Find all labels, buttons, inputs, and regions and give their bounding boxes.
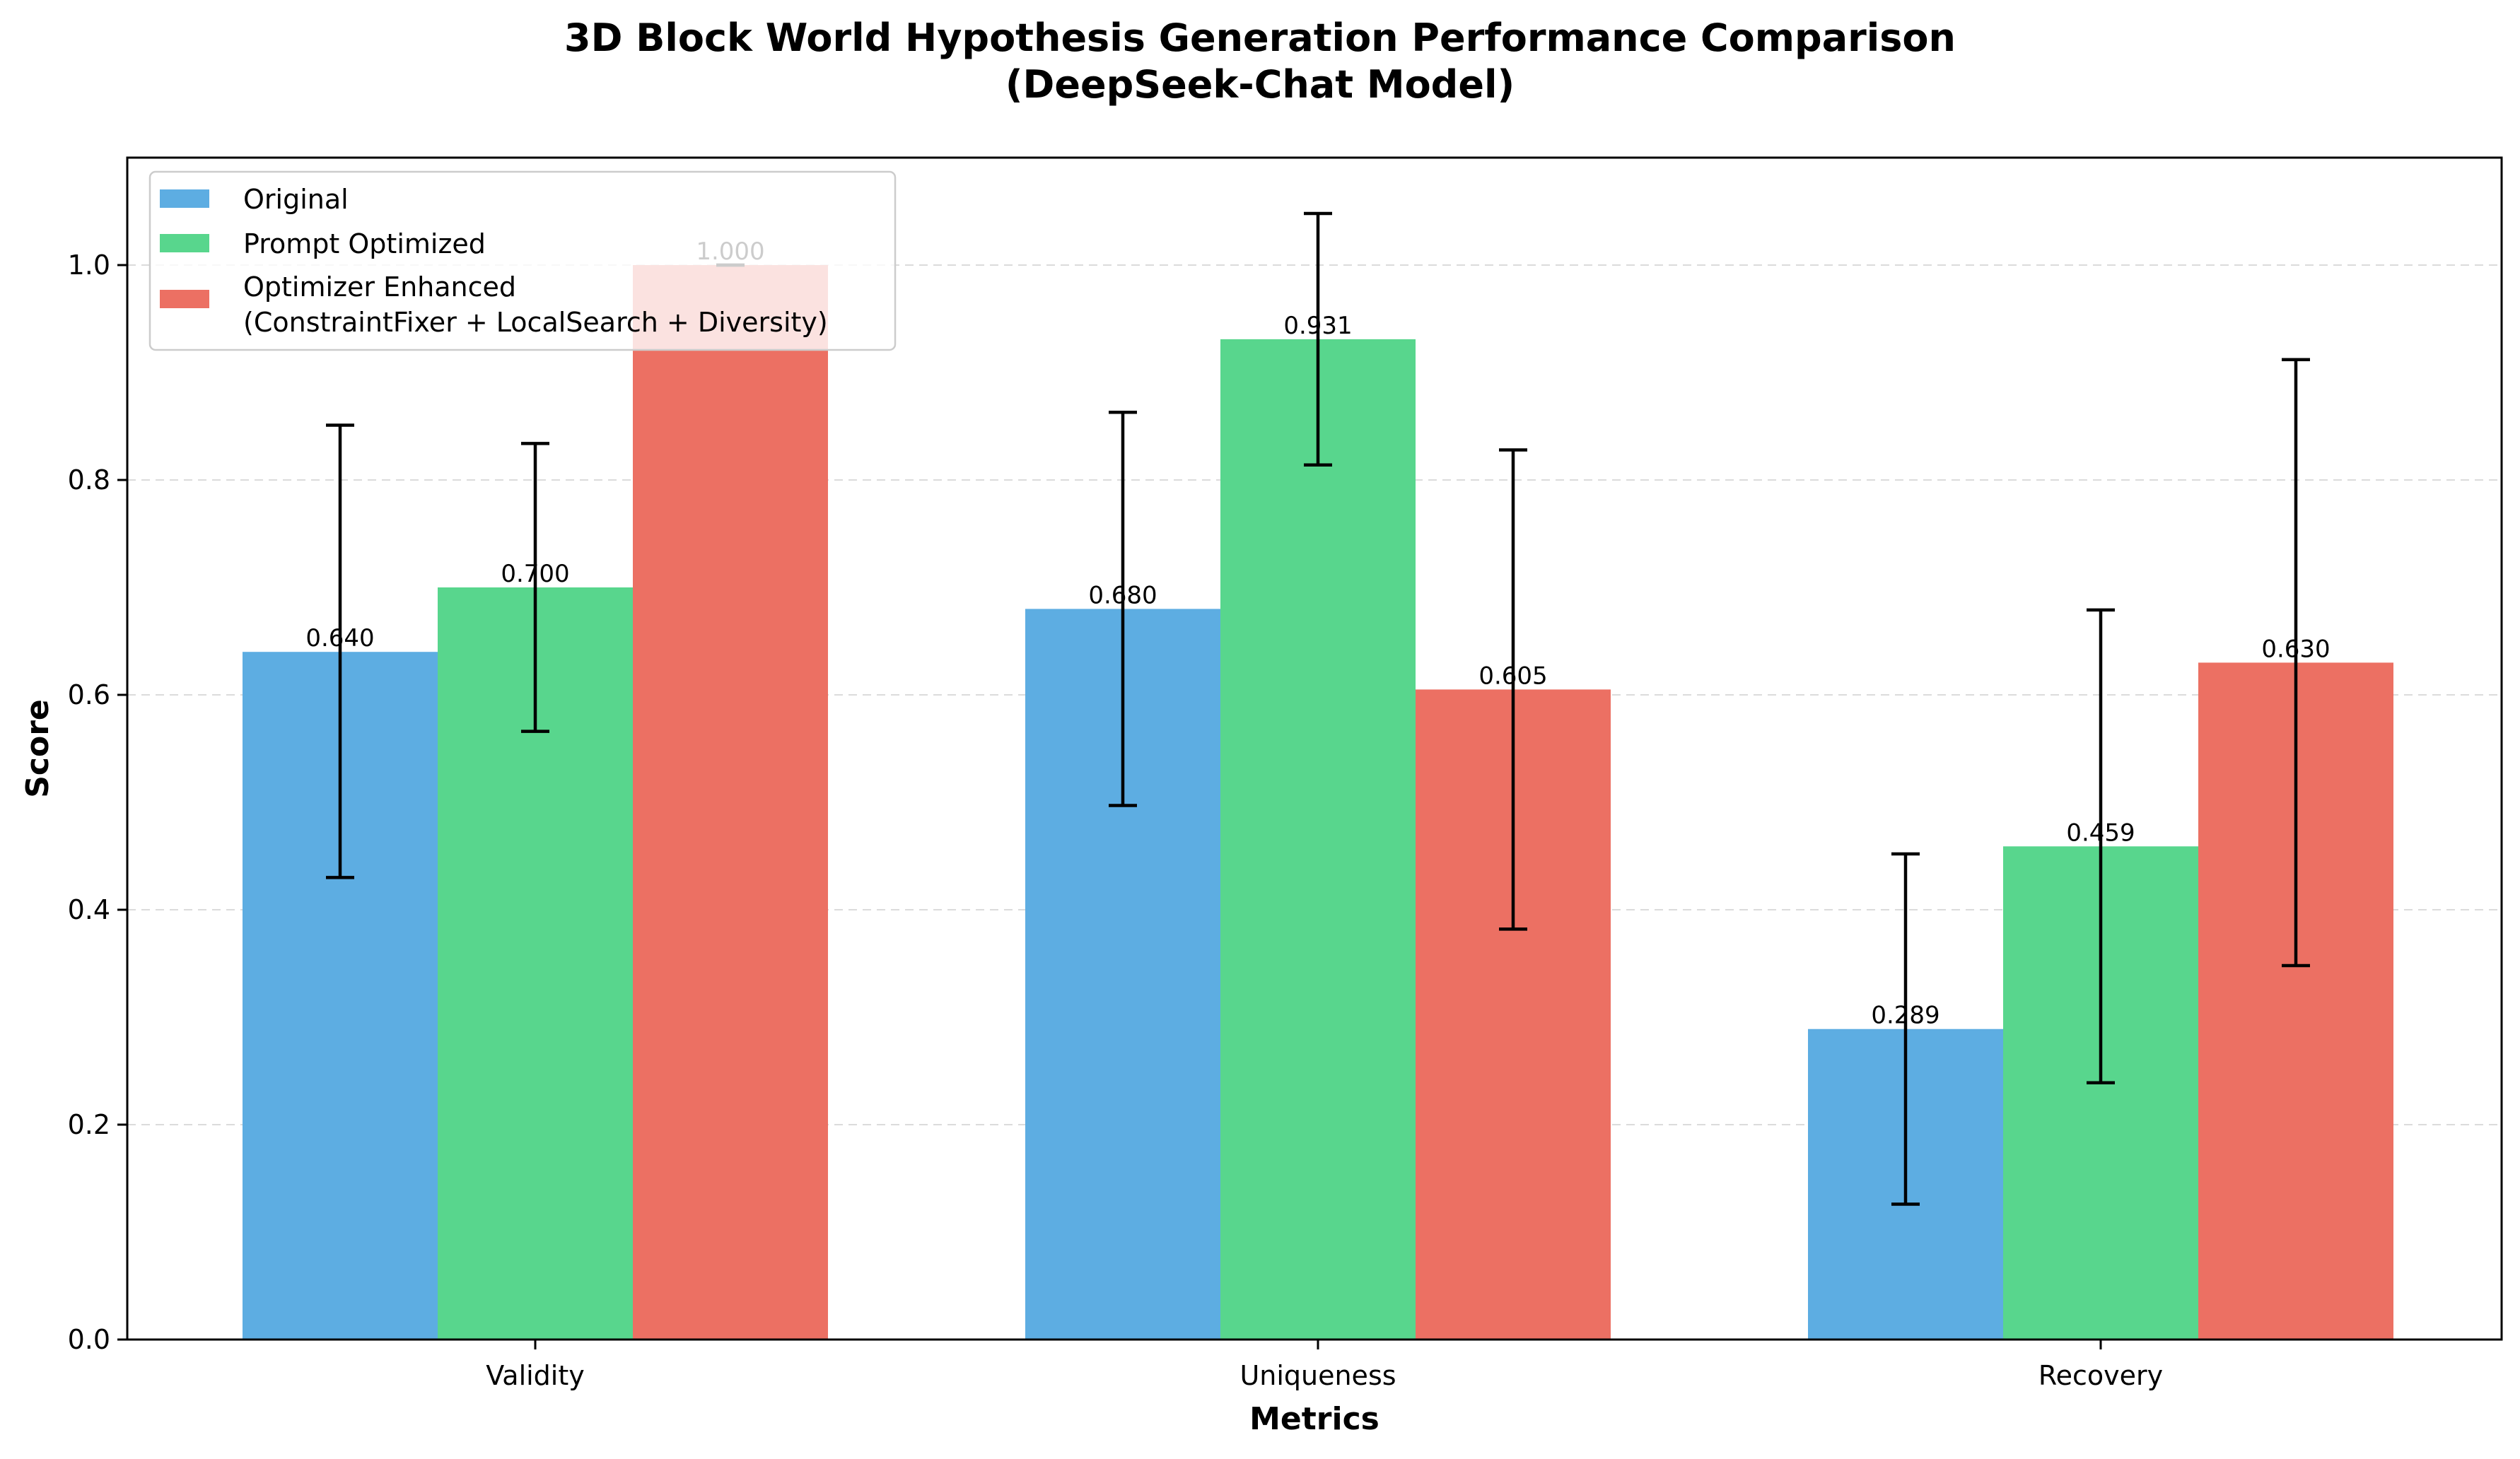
legend-frame	[148, 170, 897, 351]
data-label: 0.605	[1478, 662, 1547, 690]
plot-frame	[126, 156, 2503, 1341]
y-tick-label: 0.4	[68, 894, 110, 925]
legend-swatch-prompt-optimized	[160, 234, 209, 252]
y-tick-label: 1.0	[68, 250, 110, 281]
legend-label-original: Original	[243, 184, 349, 215]
y-tick-label: 0.6	[68, 679, 110, 710]
bar	[1220, 339, 1416, 1340]
legend-swatch-optimizer-enhanced	[160, 290, 209, 308]
y-axis-ticks: 0.0 0.2 0.4 0.6 0.8 1.0	[68, 250, 127, 1355]
y-tick-label: 0.0	[68, 1324, 110, 1355]
y-tick-label: 0.2	[68, 1109, 110, 1140]
data-label: 0.640	[305, 624, 374, 652]
legend: Original Prompt Optimized Optimizer Enha…	[148, 170, 897, 351]
data-label: 0.680	[1088, 581, 1157, 609]
legend-swatch-original	[160, 189, 209, 208]
chart-title: 3D Block World Hypothesis Generation Per…	[564, 16, 1956, 60]
x-tick-label: Uniqueness	[1239, 1360, 1396, 1391]
x-axis-ticks: Validity Uniqueness Recovery	[486, 1340, 2163, 1391]
x-tick-label: Validity	[486, 1360, 585, 1391]
legend-label-optimizer-enhanced-detail: (ConstraintFixer + LocalSearch + Diversi…	[243, 307, 828, 338]
legend-label-prompt-optimized: Prompt Optimized	[243, 228, 486, 259]
data-label: 0.700	[501, 560, 569, 588]
x-tick-label: Recovery	[2038, 1360, 2163, 1391]
chart-subtitle: (DeepSeek-Chat Model)	[1005, 62, 1515, 107]
x-axis-label: Metrics	[1249, 1401, 1379, 1437]
data-label: 0.630	[2261, 635, 2330, 663]
legend-label-optimizer-enhanced: Optimizer Enhanced	[243, 271, 516, 303]
y-axis-label: Score	[20, 699, 56, 798]
y-tick-label: 0.8	[68, 464, 110, 496]
bar	[633, 265, 828, 1340]
data-label: 0.289	[1871, 1002, 1939, 1030]
data-label: 0.931	[1283, 312, 1352, 340]
data-label: 0.459	[2066, 819, 2135, 847]
